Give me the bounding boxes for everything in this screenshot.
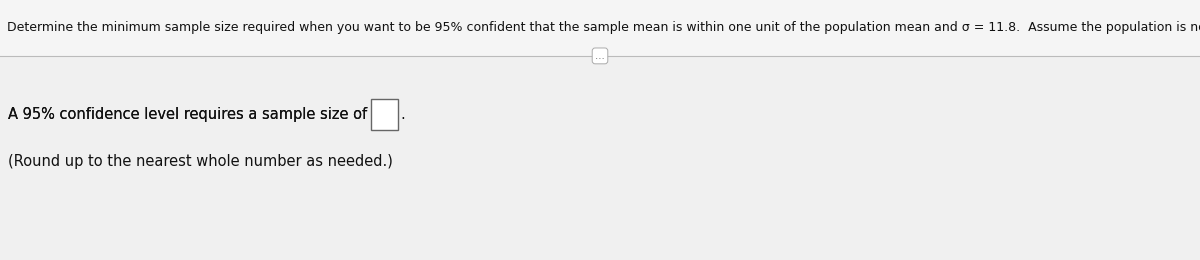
Text: .: . xyxy=(400,107,404,122)
Text: (Round up to the nearest whole number as needed.): (Round up to the nearest whole number as… xyxy=(8,154,394,169)
FancyBboxPatch shape xyxy=(0,56,1200,260)
FancyBboxPatch shape xyxy=(0,0,1200,56)
Text: …: … xyxy=(595,51,605,61)
FancyBboxPatch shape xyxy=(371,99,397,130)
Text: A 95% confidence level requires a sample size of: A 95% confidence level requires a sample… xyxy=(8,107,367,122)
Text: Determine the minimum sample size required when you want to be 95% confident tha: Determine the minimum sample size requir… xyxy=(7,22,1200,35)
Text: A 95% confidence level requires a sample size of: A 95% confidence level requires a sample… xyxy=(8,107,367,122)
